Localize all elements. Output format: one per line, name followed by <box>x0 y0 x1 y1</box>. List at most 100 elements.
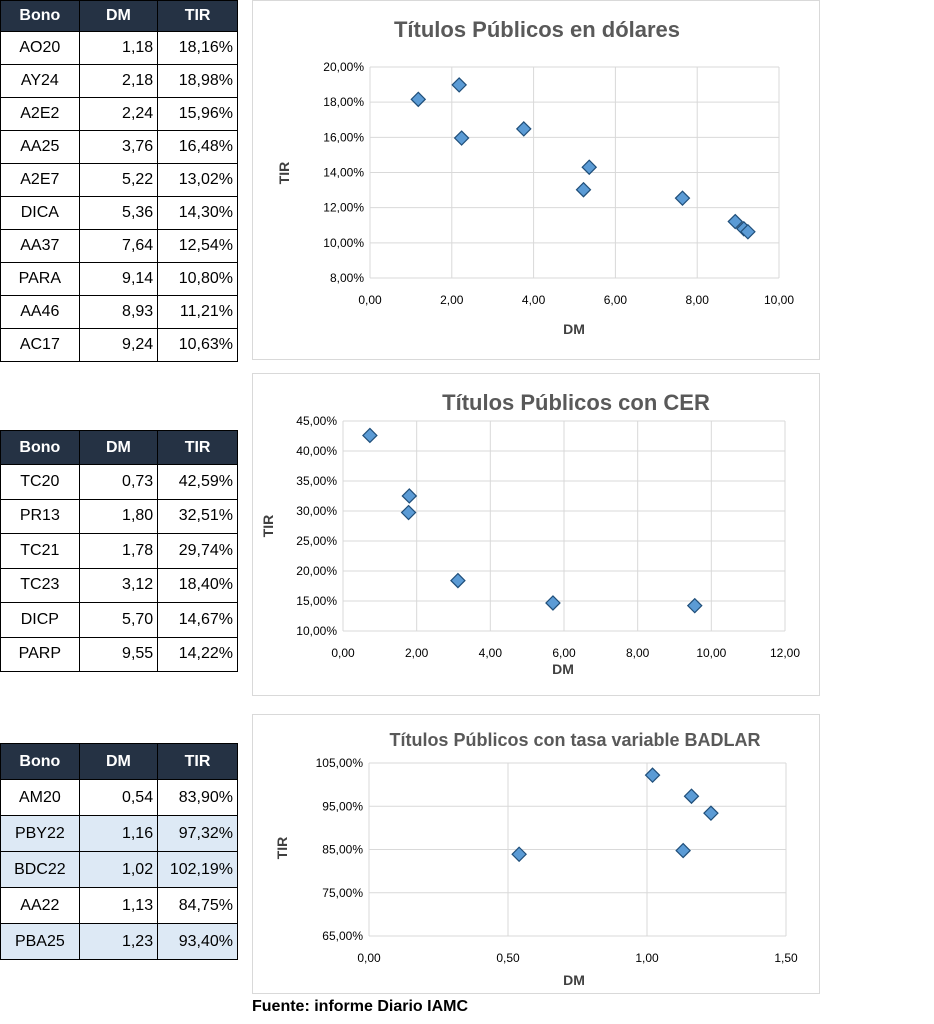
tir-cell: 14,67% <box>157 602 238 638</box>
table-row: BDC22 1,02 102,19% <box>0 851 238 888</box>
chart-cer: Títulos Públicos con CER 10,00% 15,00% 20,0… <box>253 374 800 677</box>
tir-cell: 18,40% <box>157 567 238 603</box>
dm-cell: 3,12 <box>78 567 159 603</box>
data-point <box>511 846 527 863</box>
y-axis-label: TIR <box>260 515 276 538</box>
table-row: TC21 1,78 29,74% <box>0 533 238 569</box>
chart-panel-badlar: Títulos Públicos con tasa variable BADLA… <box>252 714 820 994</box>
x-tick-label: 4,00 <box>479 646 503 660</box>
dm-cell: 0,54 <box>78 779 159 816</box>
x-tick-label: 8,00 <box>686 293 710 307</box>
table-row: PARA 9,14 10,80% <box>0 262 238 296</box>
dm-cell: 3,76 <box>78 130 159 164</box>
data-point <box>515 121 532 137</box>
tir-cell: 93,40% <box>157 923 238 960</box>
dm-cell: 1,16 <box>78 815 159 852</box>
bono-cell: AA46 <box>0 295 80 329</box>
bono-cell: AO20 <box>0 31 80 65</box>
x-tick-label: 10,00 <box>696 646 726 660</box>
header-bono: Bono <box>0 0 80 32</box>
bono-cell: TC21 <box>0 533 80 569</box>
bono-cell: TC23 <box>0 567 80 603</box>
y-tick-label: 85,00% <box>322 843 363 857</box>
x-tick-label: 1,00 <box>635 951 659 965</box>
data-point <box>545 595 561 611</box>
table-row: DICP 5,70 14,67% <box>0 602 238 638</box>
data-point <box>410 91 427 108</box>
bono-cell: DICP <box>0 602 80 638</box>
bonds-table-cer: Bono DM TIR TC20 0,73 42,59% PR13 1,80 32,51%… <box>0 430 238 672</box>
bono-cell: AA37 <box>0 229 80 263</box>
tir-cell: 16,48% <box>157 130 238 164</box>
tir-cell: 13,02% <box>157 163 238 197</box>
table-row: A2E7 5,22 13,02% <box>0 163 238 197</box>
dm-cell: 1,13 <box>78 887 159 924</box>
y-tick-label: 20,00% <box>296 564 337 578</box>
tir-cell: 97,32% <box>157 815 238 852</box>
data-point <box>675 842 691 859</box>
data-point <box>644 767 661 784</box>
x-tick-label: 8,00 <box>626 646 650 660</box>
bonds-table-dollars: Bono DM TIR AO20 1,18 18,16% AY24 2,18 18,98%… <box>0 0 238 362</box>
table-row: AA46 8,93 11,21% <box>0 295 238 329</box>
dm-cell: 9,24 <box>78 328 159 362</box>
x-tick-label: 0,00 <box>331 646 355 660</box>
tir-cell: 14,22% <box>157 636 238 672</box>
table-row: PARP 9,55 14,22% <box>0 636 238 672</box>
data-point <box>401 488 418 504</box>
data-point <box>703 805 719 822</box>
bono-cell: AC17 <box>0 328 80 362</box>
bono-cell: A2E7 <box>0 163 80 197</box>
table-row: AO20 1,18 18,16% <box>0 31 238 65</box>
tir-cell: 12,54% <box>157 229 238 263</box>
y-tick-label: 95,00% <box>322 799 363 813</box>
chart-title: Títulos Públicos en dólares <box>394 17 680 42</box>
data-point <box>575 181 592 198</box>
dm-cell: 8,93 <box>78 295 159 329</box>
dm-cell: 1,78 <box>78 533 159 569</box>
y-tick-label: 75,00% <box>322 886 363 900</box>
data-point <box>740 223 756 240</box>
x-tick-label: 6,00 <box>604 293 628 307</box>
x-axis-label: DM <box>563 321 585 337</box>
x-tick-label: 1,50 <box>774 951 798 965</box>
tir-cell: 14,30% <box>157 196 238 230</box>
tir-cell: 29,74% <box>157 533 238 569</box>
y-tick-label: 45,00% <box>296 414 337 428</box>
header-bono: Bono <box>0 430 80 465</box>
y-tick-label: 12,00% <box>323 201 364 215</box>
bono-cell: AM20 <box>0 779 80 816</box>
x-tick-label: 4,00 <box>522 293 546 307</box>
dm-cell: 1,18 <box>78 31 159 65</box>
x-axis-label: DM <box>552 661 574 677</box>
data-point <box>362 427 378 444</box>
tir-cell: 10,63% <box>157 328 238 362</box>
chart-panel-dollars: Títulos Públicos en dólares 8,00% 10,00% 12… <box>252 0 820 360</box>
y-axis-label: TIR <box>276 162 292 185</box>
dm-cell: 7,64 <box>78 229 159 263</box>
table-row: AY24 2,18 18,98% <box>0 64 238 98</box>
y-tick-label: 14,00% <box>323 166 364 180</box>
data-point <box>581 159 598 176</box>
x-tick-label: 2,00 <box>405 646 429 660</box>
data-point <box>674 190 691 207</box>
bono-cell: A2E2 <box>0 97 80 131</box>
chart-panel-cer: Títulos Públicos con CER 10,00% 15,00% 20,0… <box>252 373 820 696</box>
bono-cell: PARA <box>0 262 80 296</box>
dm-cell: 2,24 <box>78 97 159 131</box>
dm-cell: 5,70 <box>78 602 159 638</box>
data-point <box>450 572 466 589</box>
tir-cell: 10,80% <box>157 262 238 296</box>
dm-cell: 0,73 <box>78 464 159 500</box>
dm-cell: 1,23 <box>78 923 159 960</box>
x-tick-label: 0,50 <box>496 951 520 965</box>
x-tick-label: 2,00 <box>440 293 464 307</box>
bono-cell: PBA25 <box>0 923 80 960</box>
data-point <box>451 77 468 93</box>
y-tick-label: 20,00% <box>323 60 364 74</box>
table-row: AA22 1,13 84,75% <box>0 887 238 924</box>
table-row: AM20 0,54 83,90% <box>0 779 238 816</box>
bono-cell: BDC22 <box>0 851 80 888</box>
x-tick-label: 0,00 <box>357 951 381 965</box>
x-axis-label: DM <box>563 972 585 988</box>
